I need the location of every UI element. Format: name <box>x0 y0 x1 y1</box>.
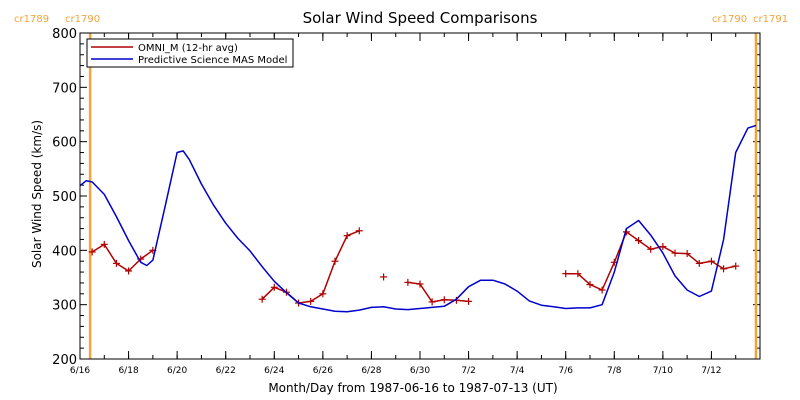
omni-data-point <box>732 262 740 270</box>
x-tick-label: 7/4 <box>510 366 525 376</box>
omni-data-point <box>465 297 473 305</box>
omni-data-point <box>647 245 655 253</box>
x-tick-label: 6/28 <box>361 366 381 376</box>
omni-data-point <box>586 281 594 289</box>
y-tick-label: 200 <box>52 353 77 368</box>
x-tick-label: 7/8 <box>607 366 622 376</box>
y-tick-label: 600 <box>52 136 77 151</box>
plot-frame <box>79 32 761 360</box>
omni-data-point <box>343 232 351 240</box>
x-tick-label: 6/26 <box>313 366 333 376</box>
x-tick-label: 6/22 <box>216 366 236 376</box>
omni-data-point <box>404 278 412 286</box>
chart-title: Solar Wind Speed Comparisons <box>303 9 538 27</box>
x-tick-labels: 6/16 6/18 6/20 6/22 6/24 6/26 6/28 6/30 7/2 7/4 7/… <box>70 366 722 376</box>
x-tick-label: 7/6 <box>558 366 573 376</box>
omni-data-point <box>574 270 582 278</box>
omni-data-point <box>562 270 570 278</box>
carrington-boundaries <box>88 33 758 359</box>
cr-label-right-2: cr1791 <box>753 14 788 25</box>
y-tick-label: 400 <box>52 244 77 259</box>
omni-data-point <box>428 298 436 306</box>
y-tick-label: 500 <box>52 190 77 205</box>
cr-label-left-1: cr1789 <box>14 14 49 25</box>
omni-data-point <box>88 248 96 256</box>
x-tick-label: 7/2 <box>461 366 475 376</box>
legend: OMNI_M (12-hr avg) Predictive Science MA… <box>86 38 294 68</box>
omni-data-point <box>319 290 327 298</box>
cr-label-left-2: cr1790 <box>712 14 747 25</box>
omni-data-point <box>720 265 728 273</box>
y-tick-label: 300 <box>52 299 77 314</box>
omni-data-point <box>671 249 679 257</box>
x-tick-label: 7/12 <box>701 366 721 376</box>
x-tick-label: 6/18 <box>118 366 138 376</box>
omni-data-point <box>307 297 315 305</box>
omni-data-point <box>331 257 339 265</box>
omni-data-point <box>635 237 643 245</box>
omni-data-point <box>380 273 388 281</box>
legend-box <box>86 38 294 68</box>
model-series-line <box>79 124 757 313</box>
omni-data-point <box>355 227 363 235</box>
omni-data-point <box>440 296 448 304</box>
y-tick-label: 800 <box>52 27 77 42</box>
omni-data-point <box>112 259 120 267</box>
series-lines <box>79 124 757 313</box>
omni-data-point <box>683 250 691 258</box>
omni-series-line <box>91 243 154 272</box>
legend-label-omni: OMNI_M (12-hr avg) <box>138 43 238 54</box>
omni-data-point <box>125 267 133 275</box>
omni-data-point <box>416 280 424 288</box>
omni-data-point <box>659 243 667 251</box>
x-tick-label: 6/30 <box>410 366 430 376</box>
y-tick-labels: 200 300 400 500 600 700 800 <box>52 27 77 368</box>
x-axis-title: Month/Day from 1987-06-16 to 1987-07-13 … <box>268 381 557 395</box>
x-tick-label: 6/16 <box>70 366 90 376</box>
omni-data-point <box>695 259 703 267</box>
omni-data-point <box>270 283 278 291</box>
omni-data-point <box>258 295 266 303</box>
omni-data-point <box>100 240 108 248</box>
x-tick-label: 7/10 <box>653 366 673 376</box>
y-tick-label: 700 <box>52 81 77 96</box>
omni-data-point <box>707 257 715 265</box>
y-axis-title: Solar Wind Speed (km/s) <box>30 120 44 268</box>
x-tick-label: 6/24 <box>264 366 284 376</box>
omni-data-point <box>598 286 606 294</box>
legend-label-model: Predictive Science MAS Model <box>138 55 287 66</box>
x-tick-label: 6/20 <box>167 366 187 376</box>
cr-label-right-1: cr1790 <box>65 14 100 25</box>
